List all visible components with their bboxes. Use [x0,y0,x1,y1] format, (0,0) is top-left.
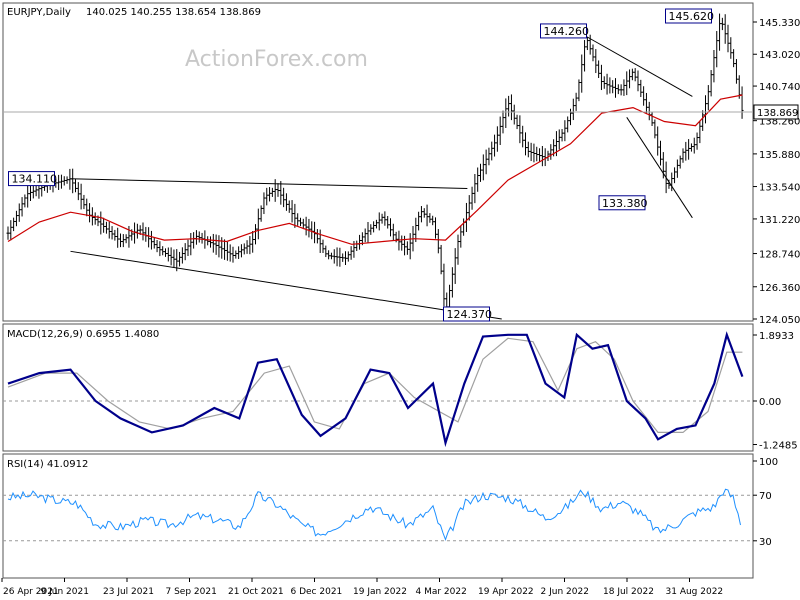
annotation-144.260: 144.260 [540,23,590,39]
date-tick-label: 19 Jan 2022 [353,587,407,597]
moving-average-line [7,94,743,245]
annotation-box [540,23,587,39]
ohlc-readout: 140.025 140.255 138.654 138.869 [86,7,261,18]
annotation-label: 145.620 [669,10,715,23]
trendline [626,117,693,219]
annotation-box [443,306,490,322]
date-tick-label: 2 Jun 2022 [541,587,589,597]
price-annotations: 134.110 124.370 144.260 133.380 145.620 [8,8,715,322]
rsi-line [7,488,741,541]
price-tick-label: 145.330 [759,18,800,29]
trendline [70,250,502,320]
last-price-label: 138.869 [757,108,798,119]
date-tick-label: 31 Aug 2022 [666,587,724,597]
annotation-133.380: 133.380 [598,195,648,211]
rsi-tick-label: 70 [759,491,772,502]
trendlines [70,35,693,320]
rsi-panel: RSI(14) 41.0912 100 70 30 [2,453,778,579]
rsi-tick-label: 30 [759,537,772,548]
price-candles [6,13,744,314]
watermark: ActionForex.com [185,47,368,72]
macd-panel-frame [2,323,754,452]
macd-label: MACD(12,26,9) 0.6955 1.4080 [7,329,159,340]
annotation-box [598,195,646,211]
annotation-label: 144.260 [544,25,590,38]
annotation-124.370: 124.370 [443,306,493,322]
macd-tick-label: 0.00 [759,397,781,408]
date-tick-label: 23 Jul 2021 [103,587,154,597]
date-tick-label: 19 Apr 2022 [478,587,534,597]
annotation-134.110: 134.110 [8,171,58,187]
date-tick-label: 6 Dec 2021 [291,587,343,597]
annotation-145.620: 145.620 [665,8,715,24]
date-tick-label: 26 Apr 2021 [3,587,59,597]
price-tick-label: 126.360 [759,283,800,294]
trendline [70,178,468,190]
price-axis: 145.330 143.020 140.740 138.260 135.880 133.5… [753,18,800,326]
last-price-box [753,104,799,120]
date-tick-label: 9 Jun 2021 [41,587,89,597]
rsi-label: RSI(14) 41.0912 [7,459,88,470]
price-tick-label: 133.540 [759,183,800,194]
annotation-box [665,8,712,24]
price-tick-label: 138.260 [759,117,800,128]
macd-panel: MACD(12,26,9) 0.6955 1.4080 1.8933 0.00 -1… [2,323,798,452]
annotation-label: 133.380 [602,197,648,210]
price-tick-label: 143.020 [759,50,800,61]
macd-axis: 1.8933 0.00 -1.2485 [753,331,798,452]
macd-signal-line [7,337,743,433]
price-tick-label: 131.220 [759,215,800,226]
macd-tick-label: -1.2485 [759,441,798,452]
trendline [585,35,693,97]
macd-line [7,331,744,448]
rsi-axis: 100 70 30 [3,457,778,548]
price-panel-frame [2,2,754,322]
price-tick-label: 140.740 [759,82,800,93]
annotation-box [8,171,55,187]
price-tick-label: 128.740 [759,250,800,261]
annotation-label: 124.370 [447,308,493,321]
price-tick-label: 135.880 [759,150,800,161]
date-tick-label: 7 Sep 2021 [166,587,217,597]
price-tick-label: 124.050 [759,315,800,326]
price-panel: EURJPY,Daily 140.025 140.255 138.654 138… [2,2,800,326]
date-tick-label: 21 Oct 2021 [228,587,284,597]
symbol-label: EURJPY,Daily [7,7,71,18]
rsi-tick-label: 100 [759,457,778,468]
macd-tick-label: 1.8933 [759,331,794,342]
date-tick-label: 4 Mar 2022 [416,587,467,597]
rsi-panel-frame [2,453,754,579]
date-tick-label: 18 Jul 2022 [603,587,654,597]
annotation-label: 134.110 [12,173,58,186]
